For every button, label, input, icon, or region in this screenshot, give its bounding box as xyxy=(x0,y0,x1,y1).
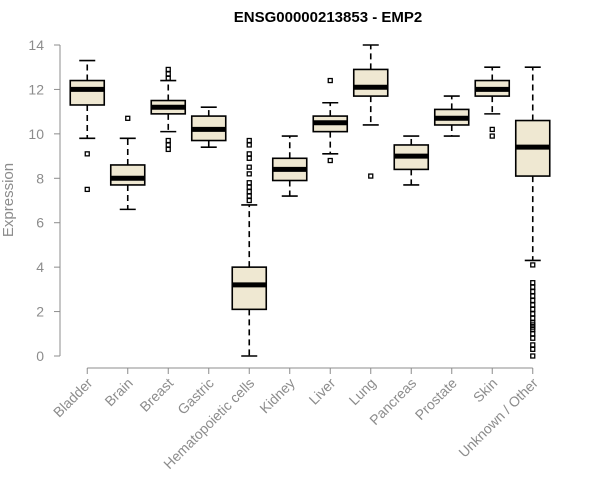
box-group xyxy=(514,66,551,359)
outlier-point xyxy=(530,284,536,290)
outlier-point xyxy=(246,164,252,170)
outlier-point xyxy=(530,306,536,313)
box-group xyxy=(150,66,187,153)
outlier-point xyxy=(368,173,374,179)
boxes-layer xyxy=(69,44,551,359)
outlier-point xyxy=(84,186,90,193)
box-group xyxy=(474,66,511,139)
box-iqr xyxy=(109,164,146,186)
y-tick-label: 8 xyxy=(36,170,44,186)
y-tick-label: 6 xyxy=(36,215,44,231)
outlier-point xyxy=(530,280,536,286)
outlier-point xyxy=(327,77,333,84)
box-group xyxy=(393,135,430,186)
box-group xyxy=(231,137,268,357)
outlier-point xyxy=(530,311,536,317)
box-group xyxy=(433,95,470,137)
y-tick-label: 10 xyxy=(28,126,44,142)
y-tick-label: 14 xyxy=(28,37,44,53)
box-iqr xyxy=(69,79,106,106)
outlier-point xyxy=(530,315,536,321)
outlier-point xyxy=(530,353,536,359)
outlier-point xyxy=(165,75,171,81)
outlier-point xyxy=(530,293,536,299)
outlier-point xyxy=(246,193,252,199)
outlier-point xyxy=(530,262,536,268)
box-group xyxy=(109,115,146,211)
y-tick-label: 0 xyxy=(36,348,44,364)
outlier-point xyxy=(246,180,252,186)
outlier-point xyxy=(530,288,536,295)
x-tick-label: Brain xyxy=(101,375,135,409)
box-group xyxy=(352,44,389,179)
y-tick-label: 4 xyxy=(36,259,44,275)
outlier-point xyxy=(530,297,536,304)
outlier-point xyxy=(530,335,536,341)
y-tick-label: 12 xyxy=(28,81,44,97)
y-axis-label: Expression xyxy=(0,163,17,237)
outlier-point xyxy=(489,126,495,133)
outlier-point xyxy=(84,151,90,157)
outlier-point xyxy=(165,71,171,77)
x-tick-label: Kidney xyxy=(256,375,298,417)
outlier-point xyxy=(246,155,252,161)
outlier-point xyxy=(489,133,495,139)
outlier-point xyxy=(246,151,252,157)
outlier-point xyxy=(246,188,252,195)
box-group xyxy=(69,59,106,193)
outlier-point xyxy=(246,137,252,144)
outlier-point xyxy=(246,171,252,177)
y-tick-label: 2 xyxy=(36,304,44,320)
outlier-point xyxy=(165,137,171,144)
x-tick-label: Skin xyxy=(470,375,501,406)
x-tick-label: Lung xyxy=(346,375,379,408)
outlier-point xyxy=(246,197,252,204)
chart-title: ENSG00000213853 - EMP2 xyxy=(234,9,422,26)
outlier-point xyxy=(530,302,536,308)
x-tick-label: Prostate xyxy=(412,375,460,423)
outlier-point xyxy=(246,184,252,190)
outlier-point xyxy=(530,342,536,348)
x-tick-label: Bladder xyxy=(50,375,96,421)
outlier-point xyxy=(246,142,252,148)
x-tick-label: Breast xyxy=(136,375,176,415)
box-group xyxy=(312,77,349,164)
outlier-point xyxy=(165,66,171,73)
box-iqr xyxy=(352,68,389,97)
y-axis: 0 2 4 6 8 10 12 14 xyxy=(28,37,61,364)
outlier-point xyxy=(125,115,131,121)
box-group xyxy=(190,106,227,148)
outlier-point xyxy=(165,146,171,153)
outlier-point xyxy=(530,331,536,337)
outlier-point xyxy=(327,157,333,164)
box-iqr xyxy=(231,266,268,311)
box-group xyxy=(271,135,308,197)
outlier-point xyxy=(165,142,171,148)
outlier-point xyxy=(530,346,536,352)
x-tick-label: Liver xyxy=(306,375,339,408)
